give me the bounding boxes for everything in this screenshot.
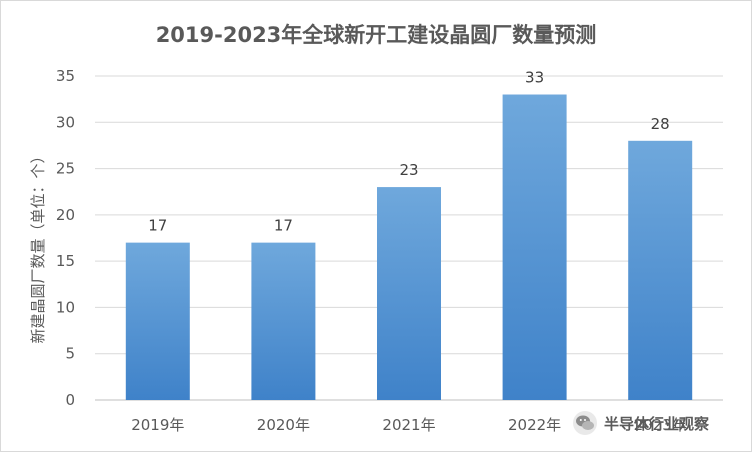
y-tick-label: 30 bbox=[56, 113, 75, 131]
x-tick-label: 2020年 bbox=[257, 416, 310, 434]
bar bbox=[628, 140, 693, 401]
y-tick-label: 0 bbox=[65, 391, 75, 409]
data-label: 17 bbox=[148, 217, 167, 235]
bar bbox=[251, 242, 316, 400]
bar bbox=[377, 187, 441, 400]
data-label: 28 bbox=[651, 115, 670, 133]
x-tick-label: 2019年 bbox=[131, 416, 184, 434]
y-tick-label: 20 bbox=[56, 206, 75, 224]
wechat-icon bbox=[573, 411, 597, 435]
bar bbox=[125, 242, 190, 400]
watermark-text: 半导体行业观察 bbox=[604, 414, 710, 433]
y-tick-label: 10 bbox=[56, 298, 75, 316]
watermark: 半导体行业观察 bbox=[572, 408, 709, 438]
y-tick-label: 25 bbox=[56, 160, 75, 178]
y-tick-label: 5 bbox=[65, 345, 75, 363]
data-label: 17 bbox=[274, 217, 293, 235]
y-tick-label: 15 bbox=[56, 252, 75, 270]
chart-title: 2019-2023年全球新开工建设晶圆厂数量预测 bbox=[156, 23, 597, 47]
x-tick-label: 2023年 bbox=[634, 416, 687, 434]
x-tick-label: 2022年 bbox=[508, 416, 561, 434]
bar bbox=[502, 94, 567, 400]
y-tick-label: 35 bbox=[56, 67, 75, 85]
x-tick-label: 2021年 bbox=[382, 416, 435, 434]
y-axis-label: 新建晶圆厂数量（单位：个） bbox=[29, 148, 47, 343]
data-label: 33 bbox=[525, 69, 544, 87]
data-label: 23 bbox=[399, 161, 418, 179]
